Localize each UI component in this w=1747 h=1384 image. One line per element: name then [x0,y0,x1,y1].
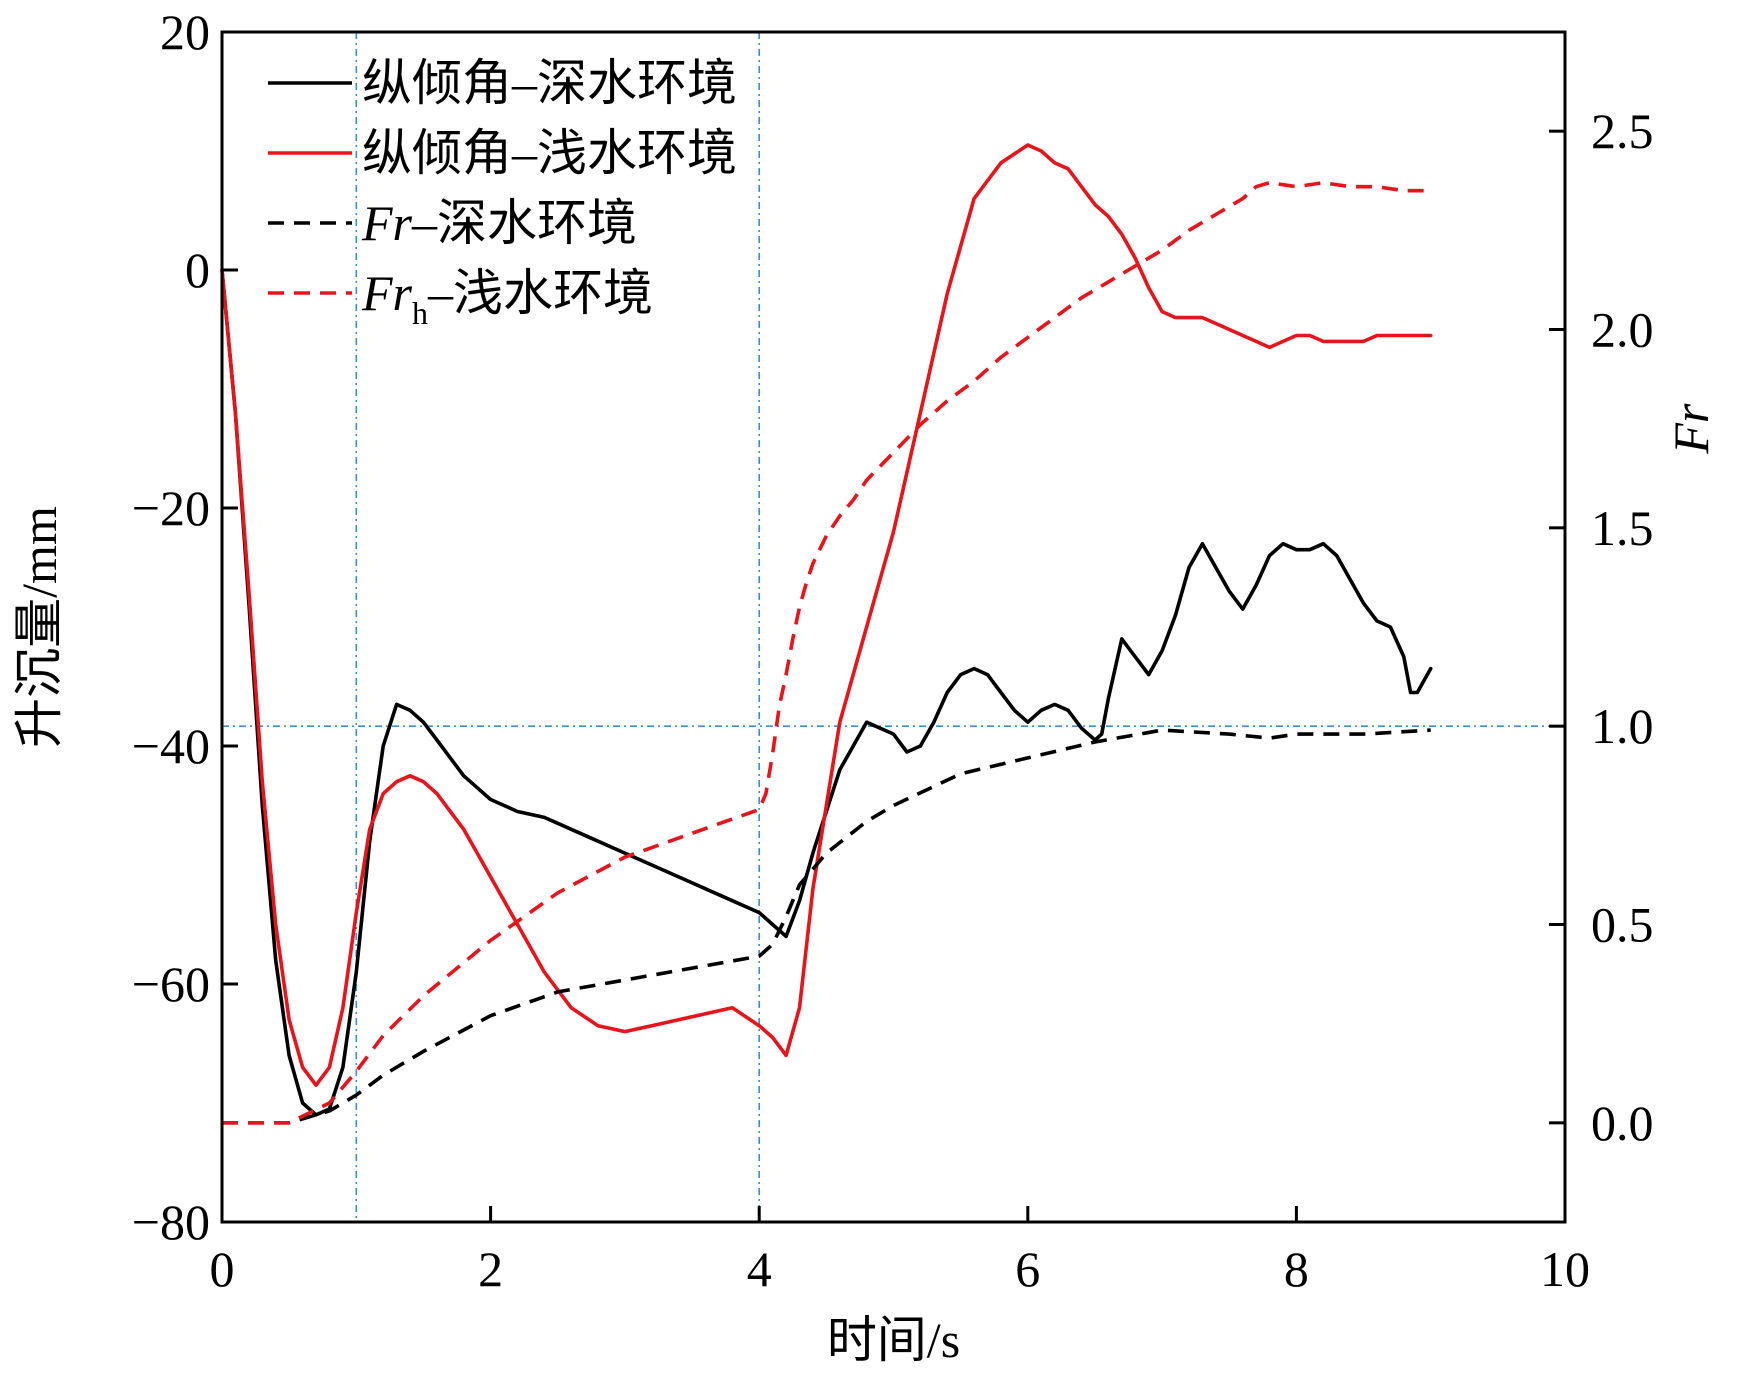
series-line-4 [222,180,1431,1125]
y-right-tick-label: 2.0 [1591,302,1654,358]
plot-frame [220,30,1567,1224]
y-right-tick-label: 1.5 [1591,500,1654,556]
y-left-tick-label: 20 [160,4,210,60]
series-line-1 [220,268,1433,1117]
legend-label: Fr–深水环境 [361,195,637,251]
series-layer [220,143,1433,1125]
series-line-2 [220,143,1433,1087]
x-tick-label: 6 [1015,1241,1040,1297]
y-right-tick-label: 2.5 [1591,103,1654,159]
x-tick-label: 2 [478,1241,503,1297]
ticks: 0 2 4 6 8 10 −80 −60 −40 −20 0 20 0.0 0.5 1.0 1.5 2.0 2.5 [132,4,1654,1297]
y-right-tick-label: 0.5 [1591,897,1654,953]
legend-label: 纵倾角–深水环境 [362,55,737,111]
x-axis-title: 时间/s [827,1312,960,1368]
x-tick-label: 0 [210,1241,235,1297]
y-right-tick-label: 0.0 [1591,1095,1654,1151]
legend-label: 纵倾角–浅水环境 [362,125,737,181]
x-tick-label: 4 [747,1241,772,1297]
y-left-tick-label: −40 [132,718,210,774]
y-left-tick-label: −20 [132,480,210,536]
legend-label: Frh–浅水环境 [361,265,653,331]
series-line-3 [222,728,1431,1125]
y-right-axis-title: Fr [1663,403,1719,455]
x-tick-label: 8 [1284,1241,1309,1297]
y-right-tick-label: 1.0 [1591,698,1654,754]
y-left-tick-label: −80 [132,1194,210,1250]
y-left-tick-label: −60 [132,956,210,1012]
y-left-tick-label: 0 [185,242,210,298]
x-tick-label: 10 [1540,1241,1590,1297]
y-left-axis-title: 升沉量/mm [11,506,67,748]
